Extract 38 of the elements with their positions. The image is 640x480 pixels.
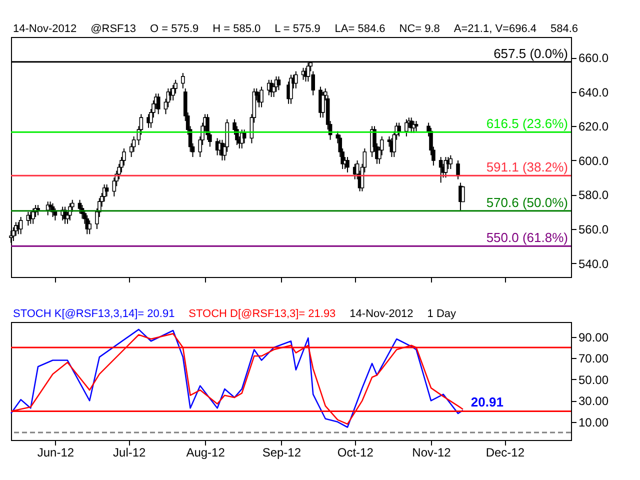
y-tick-label: 90.00 — [578, 330, 609, 344]
text: @RSF13 — [90, 23, 136, 35]
series-label: STOCH K[@RSF13,3,14]= 20.91 — [13, 308, 175, 320]
ref-line-label: 591.1 (38.2%) — [486, 160, 568, 175]
y-tick-label: 640.0 — [578, 85, 609, 100]
y-tick-label: 560.0 — [578, 222, 609, 236]
y-tick-label: 580.0 — [578, 188, 609, 202]
text: NC= 9.8 — [399, 23, 440, 35]
ref-line-label: 616.5 (23.6%) — [486, 116, 568, 132]
text: LA= 584.6 — [334, 23, 386, 35]
y-tick-label: 600.0 — [578, 154, 609, 168]
series-label: STOCH D[@RSF13,3]= 21.93 — [188, 308, 336, 320]
x-tick-label: Dec-12 — [486, 446, 525, 460]
text: O = 575.9 — [150, 23, 199, 35]
ref-line-label: 657.5 (0.0%) — [494, 46, 568, 61]
y-tick-label: 620.0 — [578, 120, 609, 134]
y-tick-label: 50.00 — [578, 372, 609, 387]
text: 1 Day — [427, 308, 457, 320]
x-tick-label: Nov-12 — [412, 446, 452, 460]
y-tick-label: 660.0 — [578, 51, 609, 66]
annotation: 20.91 — [470, 394, 504, 410]
y-tick-label: 70.00 — [578, 352, 609, 366]
ref-line-label: 550.0 (61.8%) — [486, 230, 568, 246]
x-tick-label: Oct-12 — [337, 446, 374, 460]
text: L = 575.9 — [274, 23, 320, 35]
x-tick-label: Jun-12 — [37, 446, 74, 460]
text: 14-Nov-2012 — [13, 23, 77, 35]
ref-line-label: 570.6 (50.0%) — [486, 194, 568, 210]
text: H = 585.0 — [212, 23, 261, 35]
text: 14-Nov-2012 — [350, 308, 414, 320]
x-tick-label: Jul-12 — [113, 446, 146, 460]
x-tick-label: Aug-12 — [186, 446, 226, 460]
y-tick-label: 30.00 — [578, 394, 609, 408]
x-tick-label: Sep-12 — [262, 446, 302, 460]
y-tick-label: 10.00 — [578, 415, 609, 430]
y-tick-label: 540.0 — [578, 256, 609, 271]
text: A=21.1, V=696.4 — [454, 23, 536, 35]
text: 584.6 — [550, 23, 578, 35]
